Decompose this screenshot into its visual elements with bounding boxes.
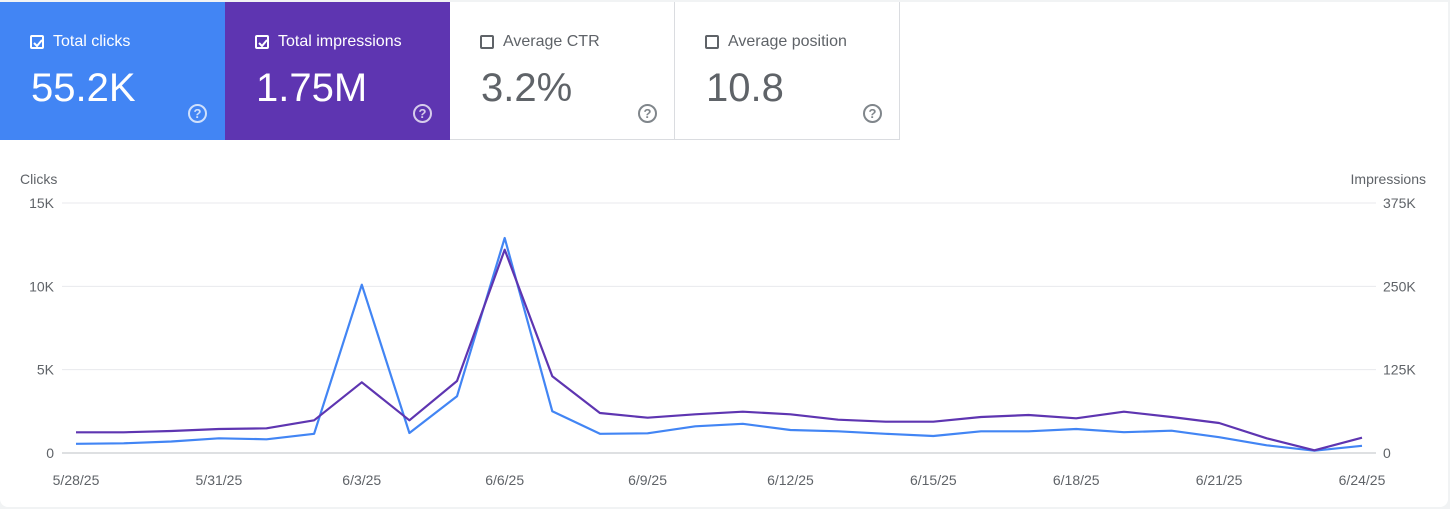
x-tick-label: 6/15/25 xyxy=(910,472,957,488)
x-tick-label: 6/18/25 xyxy=(1053,472,1100,488)
series-line-total-clicks xyxy=(75,236,1363,452)
metric-value: 3.2% xyxy=(481,66,573,110)
y-tick-label-right: 125K xyxy=(1383,362,1416,378)
y-axis-ticks: 0 0 5K 125K 10K 250K 15K 375K xyxy=(29,195,1416,461)
metric-card-average-position[interactable]: Average position 10.8 ? xyxy=(675,2,900,140)
checkbox-checked-icon[interactable] xyxy=(255,35,269,49)
x-tick-label: 6/12/25 xyxy=(767,472,814,488)
y-tick-label-right: 375K xyxy=(1383,195,1416,211)
metric-label: Average position xyxy=(728,33,847,50)
y-tick-label-left: 5K xyxy=(37,362,55,378)
metric-card-total-clicks[interactable]: Total clicks 55.2K ? xyxy=(0,2,225,140)
metric-value: 1.75M xyxy=(256,66,368,110)
help-icon[interactable]: ? xyxy=(413,104,432,123)
y-tick-label-right: 0 xyxy=(1383,445,1391,461)
metric-card-total-impressions[interactable]: Total impressions 1.75M ? xyxy=(225,2,450,140)
x-tick-label: 6/24/25 xyxy=(1339,472,1386,488)
checkbox-checked-icon[interactable] xyxy=(30,35,44,49)
series-lines xyxy=(75,236,1363,452)
x-tick-label: 6/9/25 xyxy=(628,472,667,488)
checkbox-unchecked-icon[interactable] xyxy=(480,35,494,49)
grid-lines xyxy=(62,202,1376,454)
x-tick-label: 6/6/25 xyxy=(485,472,524,488)
series-line-total-impressions xyxy=(76,248,1363,452)
y-tick-label-left: 0 xyxy=(46,445,54,461)
metric-label: Total impressions xyxy=(278,33,402,50)
metric-cards: Total clicks 55.2K ? Total impressions 1… xyxy=(0,2,900,140)
x-tick-label: 6/3/25 xyxy=(342,472,381,488)
x-tick-label: 6/21/25 xyxy=(1196,472,1243,488)
metric-card-average-ctr[interactable]: Average CTR 3.2% ? xyxy=(450,2,675,140)
y-axis-title-left: Clicks xyxy=(20,171,57,187)
help-icon[interactable]: ? xyxy=(638,104,657,123)
metric-value: 55.2K xyxy=(31,66,136,110)
x-tick-label: 5/31/25 xyxy=(196,472,243,488)
checkbox-unchecked-icon[interactable] xyxy=(705,35,719,49)
y-axis-title-right: Impressions xyxy=(1351,171,1426,187)
x-axis-ticks: 5/28/25 5/31/25 6/3/25 6/6/25 6/9/25 6/12/25 6… xyxy=(53,472,1386,488)
help-icon[interactable]: ? xyxy=(188,104,207,123)
y-tick-label-right: 250K xyxy=(1383,278,1416,294)
help-icon[interactable]: ? xyxy=(863,104,882,123)
metric-label: Total clicks xyxy=(53,33,131,50)
y-tick-label-left: 10K xyxy=(29,278,55,294)
x-tick-label: 5/28/25 xyxy=(53,472,100,488)
metric-value: 10.8 xyxy=(706,66,784,110)
metric-label: Average CTR xyxy=(503,33,600,50)
y-tick-label-left: 15K xyxy=(29,195,55,211)
